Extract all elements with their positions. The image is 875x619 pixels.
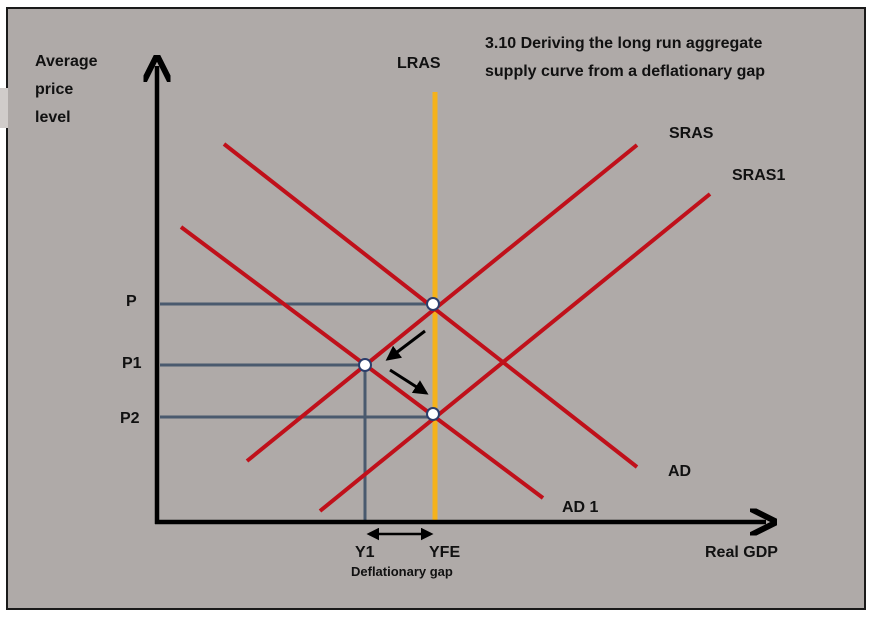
shift-arrow-up-left	[385, 329, 426, 361]
sras-curve	[245, 143, 639, 463]
deflationary-gap-label: Deflationary gap	[351, 564, 453, 579]
p2-label: P2	[120, 410, 140, 427]
lras-label: LRAS	[397, 55, 441, 72]
y-axis-label-line3: level	[35, 109, 71, 126]
y-axis-label-line2: price	[35, 81, 73, 98]
equilibrium-point-p2	[426, 407, 440, 421]
p1-label: P1	[122, 355, 142, 372]
x-axis-label: Real GDP	[705, 544, 778, 561]
sras-label: SRAS	[669, 125, 714, 142]
equilibrium-point-p1	[358, 358, 372, 372]
sras1-curve	[318, 192, 712, 513]
diagram-title-line2: supply curve from a deflationary gap	[485, 63, 765, 80]
y-axis-label-line1: Average	[35, 53, 98, 70]
sras1-label: SRAS1	[732, 167, 785, 184]
side-tab	[0, 88, 8, 128]
ad1-label: AD 1	[562, 499, 599, 516]
equilibrium-point-p	[426, 297, 440, 311]
y1-label: Y1	[355, 544, 375, 561]
p-label: P	[126, 293, 137, 310]
diagram-title-line1: 3.10 Deriving the long run aggregate	[485, 35, 762, 52]
ad-label: AD	[668, 463, 691, 480]
shift-arrow-down-right	[389, 368, 429, 395]
yfe-label: YFE	[429, 544, 460, 561]
